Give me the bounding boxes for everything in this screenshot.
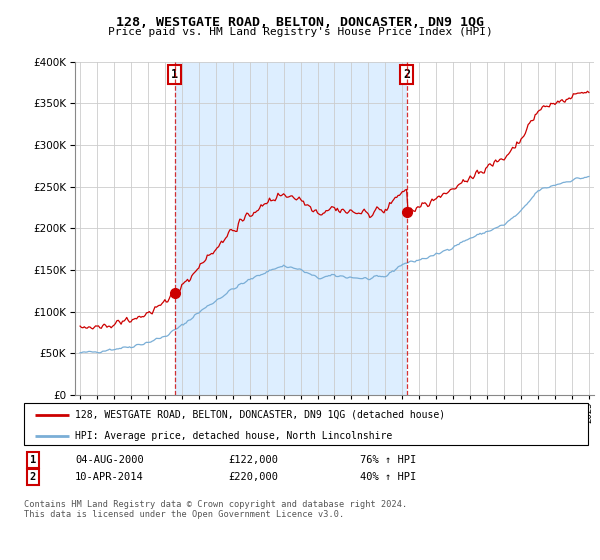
Text: 128, WESTGATE ROAD, BELTON, DONCASTER, DN9 1QG (detached house): 128, WESTGATE ROAD, BELTON, DONCASTER, D… [75,410,445,420]
Text: Price paid vs. HM Land Registry's House Price Index (HPI): Price paid vs. HM Land Registry's House … [107,27,493,37]
Text: Contains HM Land Registry data © Crown copyright and database right 2024.
This d: Contains HM Land Registry data © Crown c… [24,500,407,519]
Text: £122,000: £122,000 [228,455,278,465]
Text: 1: 1 [171,68,178,81]
Bar [175,62,407,395]
Text: £220,000: £220,000 [228,472,278,482]
Text: 1: 1 [30,455,36,465]
Text: 2: 2 [403,68,410,81]
Text: 128, WESTGATE ROAD, BELTON, DONCASTER, DN9 1QG: 128, WESTGATE ROAD, BELTON, DONCASTER, D… [116,16,484,29]
Text: 04-AUG-2000: 04-AUG-2000 [75,455,144,465]
Text: 2: 2 [30,472,36,482]
Text: 10-APR-2014: 10-APR-2014 [75,472,144,482]
Text: 76% ↑ HPI: 76% ↑ HPI [360,455,416,465]
Text: HPI: Average price, detached house, North Lincolnshire: HPI: Average price, detached house, Nort… [75,431,392,441]
FancyBboxPatch shape [24,403,588,445]
Text: 40% ↑ HPI: 40% ↑ HPI [360,472,416,482]
